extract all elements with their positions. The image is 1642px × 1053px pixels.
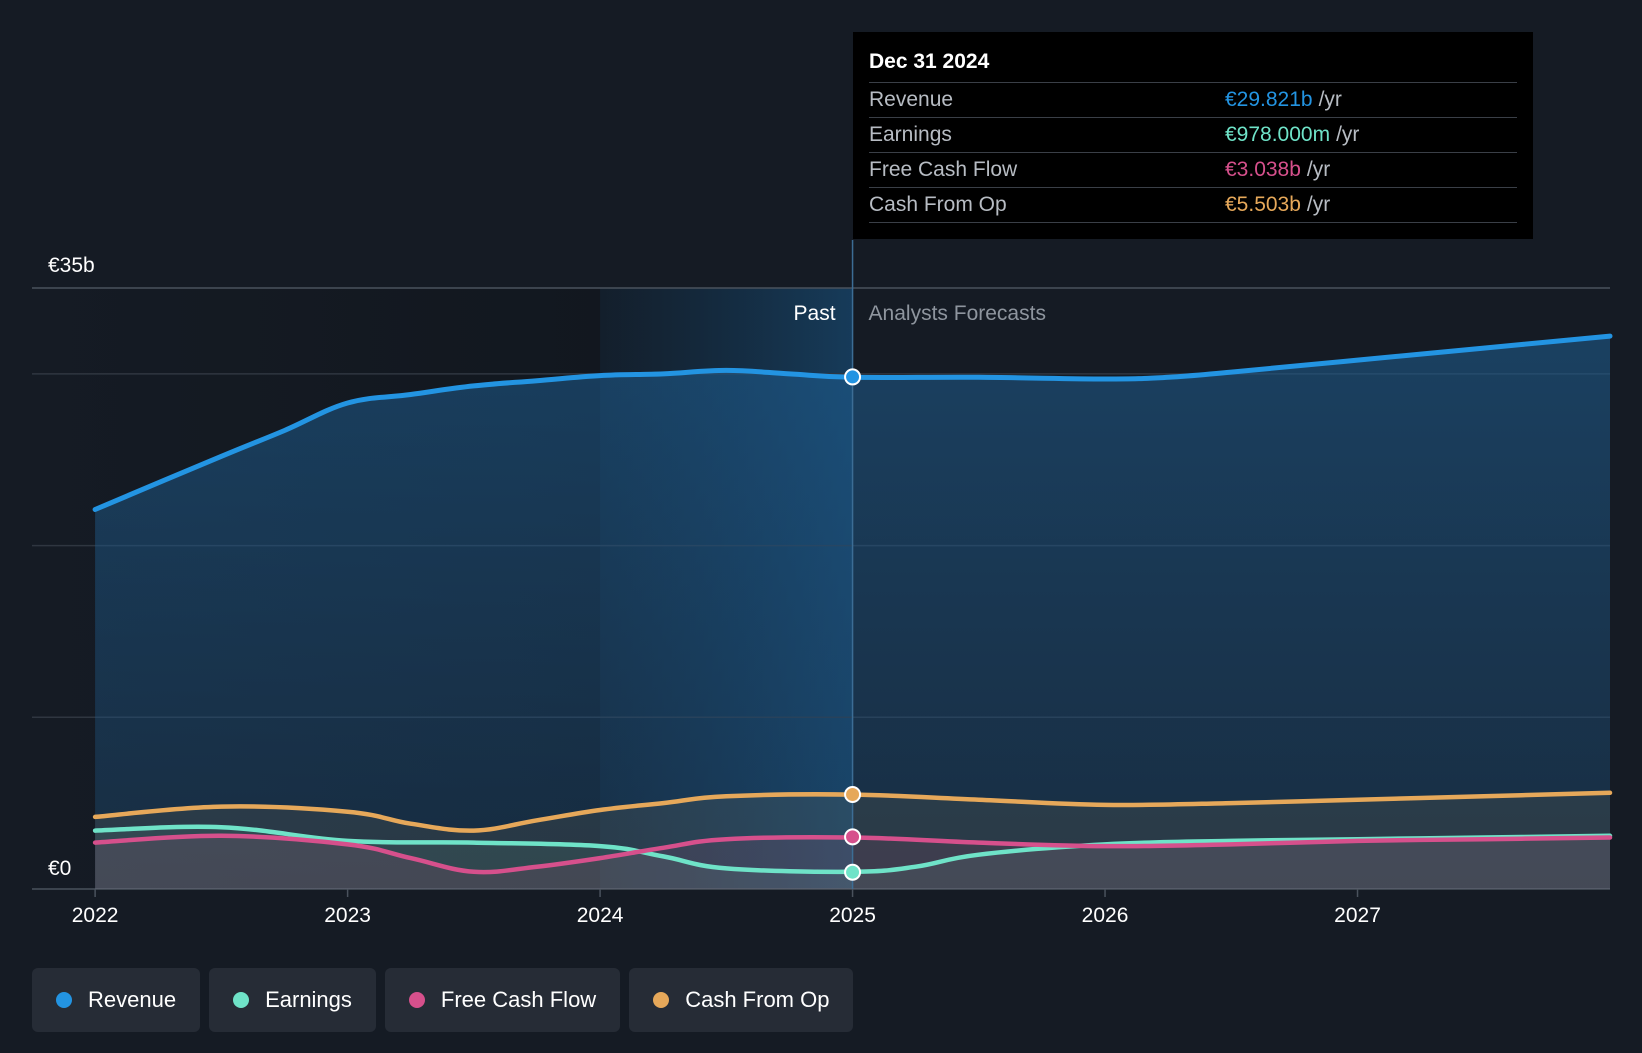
- tooltip-value: €29.821b: [1225, 88, 1313, 111]
- series-line-cash-from-op: [92, 790, 1613, 833]
- tooltip-row-cash-from-op: Cash From Op €5.503b /yr: [869, 188, 1517, 223]
- tooltip-unit: /yr: [1318, 88, 1342, 111]
- tooltip-row-revenue: Revenue €29.821b /yr: [869, 83, 1517, 118]
- tooltip-label: Free Cash Flow: [869, 158, 1018, 181]
- tooltip-row-earnings: Earnings €978.000m /yr: [869, 118, 1517, 153]
- highlight-point-earnings: [844, 863, 862, 881]
- y-tick-label: €0: [48, 857, 71, 880]
- highlight-point-free-cash-flow: [844, 828, 862, 846]
- tooltip-unit: /yr: [1336, 123, 1360, 146]
- tooltip-value: €5.503b: [1225, 193, 1301, 216]
- tooltip: Dec 31 2024 Revenue €29.821b /yr Earning…: [853, 32, 1533, 239]
- tooltip-label: Revenue: [869, 88, 954, 111]
- tooltip-value: €3.038b: [1225, 158, 1301, 181]
- legend-item-free-cash-flow[interactable]: Free Cash Flow: [384, 968, 621, 1032]
- tooltip-unit: /yr: [1306, 158, 1331, 181]
- legend-label: Revenue: [88, 987, 177, 1012]
- x-tick-label: 2027: [1334, 904, 1381, 927]
- series-line-revenue: [92, 333, 1613, 512]
- legend-label: Free Cash Flow: [440, 987, 597, 1012]
- legend-item-cash-from-op[interactable]: Cash From Op: [629, 968, 854, 1032]
- x-tick-label: 2022: [72, 904, 119, 927]
- forecast-label: Analysts Forecasts: [869, 302, 1046, 325]
- highlight-point-cash-from-op: [844, 786, 862, 804]
- y-tick-label: €35b: [48, 254, 95, 277]
- x-tick-label: 2025: [829, 904, 876, 927]
- legend-label: Cash From Op: [685, 987, 830, 1012]
- legend-item-revenue[interactable]: Revenue: [32, 968, 201, 1032]
- past-label: Past: [794, 302, 836, 325]
- legend-label: Earnings: [265, 987, 352, 1012]
- x-tick-label: 2026: [1082, 904, 1129, 927]
- tooltip-unit: /yr: [1306, 193, 1331, 216]
- legend-dot-icon: [56, 992, 72, 1008]
- legend-dot-icon: [653, 992, 670, 1008]
- tooltip-value: €978.000m: [1225, 123, 1331, 146]
- tooltip-label: Cash From Op: [869, 193, 1007, 216]
- legend-dot-icon: [233, 992, 250, 1008]
- x-tick-label: 2024: [577, 904, 624, 927]
- x-tick-label: 2023: [324, 904, 371, 927]
- legend-dot-icon: [408, 992, 425, 1008]
- tooltip-row-free-cash-flow: Free Cash Flow €3.038b /yr: [869, 153, 1517, 188]
- tooltip-date: Dec 31 2024: [869, 46, 1517, 83]
- series-line-free-cash-flow: [92, 833, 1613, 875]
- tooltip-label: Earnings: [869, 123, 952, 146]
- legend: Revenue Earnings Free Cash Flow Cash Fro…: [32, 968, 854, 1032]
- highlight-point-revenue: [844, 368, 862, 386]
- legend-item-earnings[interactable]: Earnings: [209, 968, 376, 1032]
